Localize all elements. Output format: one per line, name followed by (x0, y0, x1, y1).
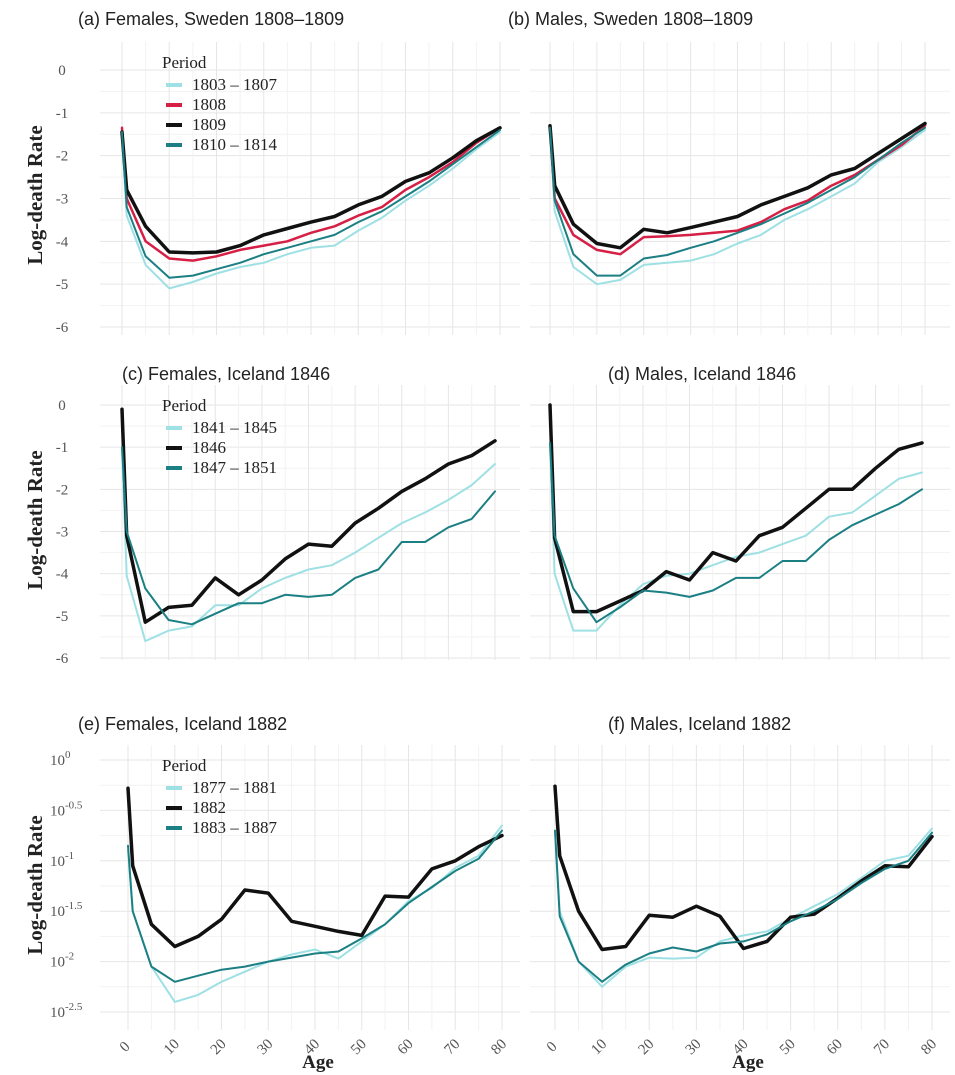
legend-label: 1877 – 1881 (192, 778, 277, 797)
y-axis-label-row1: Log-death Rate (23, 125, 47, 264)
panel-title: (c) Females, Iceland 1846 (122, 364, 330, 384)
panel-title: (e) Females, Iceland 1882 (78, 714, 287, 734)
panel-1: (a) Females, Sweden 1808–1809 0 -1 -2 -3 -4 -5… (56, 9, 520, 336)
x-tick-label: 0 (117, 1039, 134, 1056)
legend-label: 1808 (192, 95, 226, 114)
x-tick-label: 50 (348, 1036, 370, 1058)
y-tick-label: -2 (56, 482, 69, 498)
y-tick-label: -6 (56, 320, 69, 336)
y-tick-label: -1 (56, 440, 69, 456)
gridlines (530, 42, 950, 335)
legend-label: 1882 (192, 798, 226, 817)
series-line-3 (548, 121, 927, 250)
legend-label: 1810 – 1814 (192, 135, 278, 154)
y-tick-label: -4 (56, 234, 69, 250)
y-tick-label: 10-2.5 (50, 1001, 83, 1021)
y-tick-label: -5 (56, 609, 69, 625)
y-tick-label: -3 (56, 192, 69, 208)
x-tick-label: 0 (544, 1039, 561, 1056)
gridlines (100, 385, 520, 660)
series-line-1 (549, 441, 923, 632)
x-axis-label-left: Age (302, 1052, 334, 1073)
y-tick-label: 0 (58, 398, 66, 414)
series-line-3 (549, 441, 923, 624)
x-axis-label-right: Age (732, 1052, 764, 1073)
panel-3: (c) Females, Iceland 1846 0 -1 -2 -3 -4 -5 -6 Pe… (56, 364, 520, 667)
series-line-2 (126, 786, 504, 949)
y-tick-label: -3 (56, 525, 69, 541)
legend-label: 1846 (192, 438, 226, 457)
series-line-1 (121, 446, 496, 643)
legend-label: 1809 (192, 115, 226, 134)
x-tick-label: 70 (441, 1036, 463, 1058)
legend-title: Period (162, 396, 207, 415)
legend-label: 1841 – 1845 (192, 418, 277, 437)
legend-label: 1883 – 1887 (192, 818, 278, 837)
x-tick-label: 30 (254, 1036, 276, 1058)
y-tick-label: -6 (56, 651, 69, 667)
panel-title: (a) Females, Sweden 1808–1809 (78, 9, 344, 29)
x-tick-label: 60 (824, 1036, 846, 1058)
y-tick-label: 100 (50, 749, 71, 769)
panel-title: (d) Males, Iceland 1846 (608, 364, 796, 384)
series-line-4 (549, 126, 926, 277)
legend-title: Period (162, 53, 207, 72)
x-tick-label: 30 (683, 1036, 705, 1058)
x-tick-label: 50 (777, 1036, 799, 1058)
gridlines (100, 42, 520, 335)
y-tick-label: -4 (56, 567, 69, 583)
series-line-4 (121, 129, 501, 279)
series-line-2 (553, 784, 934, 952)
legend-label: 1847 – 1851 (192, 458, 277, 477)
y-tick-label: 10-2 (50, 951, 74, 971)
x-tick-label: 20 (635, 1036, 657, 1058)
y-axis-label-row2: Log-death Rate (23, 450, 47, 589)
y-tick-label: -5 (56, 277, 69, 293)
x-tick-label: 60 (395, 1036, 417, 1058)
y-axis-label-row3: Log-death Rate (23, 815, 47, 954)
y-tick-label: 10-1.5 (50, 900, 83, 920)
x-tick-label: 10 (588, 1036, 610, 1058)
series-line-2 (548, 403, 924, 614)
legend-label: 1803 – 1807 (192, 75, 278, 94)
series-line-1 (554, 827, 933, 988)
gridlines (100, 745, 520, 1030)
series-line-3 (554, 829, 933, 983)
panel-title: (f) Males, Iceland 1882 (608, 714, 791, 734)
series-line-1 (549, 129, 926, 286)
panel-5: (e) Females, Iceland 188210010-0.510-110… (50, 714, 520, 1058)
y-tick-label: 10-1 (50, 850, 74, 870)
panel-2: (b) Males, Sweden 1808–1809 (508, 9, 950, 335)
x-tick-label: 70 (871, 1036, 893, 1058)
x-tick-label: 20 (208, 1036, 230, 1058)
series-line-1 (121, 131, 501, 290)
y-tick-label: 0 (58, 63, 66, 79)
x-tick-label: 80 (488, 1036, 510, 1058)
y-tick-label: -2 (56, 149, 69, 165)
panel-4: (d) Males, Iceland 1846 (530, 364, 950, 660)
series-line-3 (127, 829, 503, 983)
y-tick-label: 10-0.5 (50, 799, 83, 819)
series-line-2 (120, 407, 497, 624)
x-tick-label: 10 (161, 1036, 183, 1058)
series-line-3 (120, 126, 502, 255)
legend-title: Period (162, 756, 207, 775)
x-tick-label: 80 (918, 1036, 940, 1058)
gridlines (530, 385, 950, 660)
series-line-3 (121, 446, 496, 626)
series-line-2 (548, 124, 927, 256)
series-line-2 (120, 126, 502, 262)
gridlines (530, 745, 950, 1030)
y-tick-label: -1 (56, 106, 69, 122)
panel-title: (b) Males, Sweden 1808–1809 (508, 9, 753, 29)
